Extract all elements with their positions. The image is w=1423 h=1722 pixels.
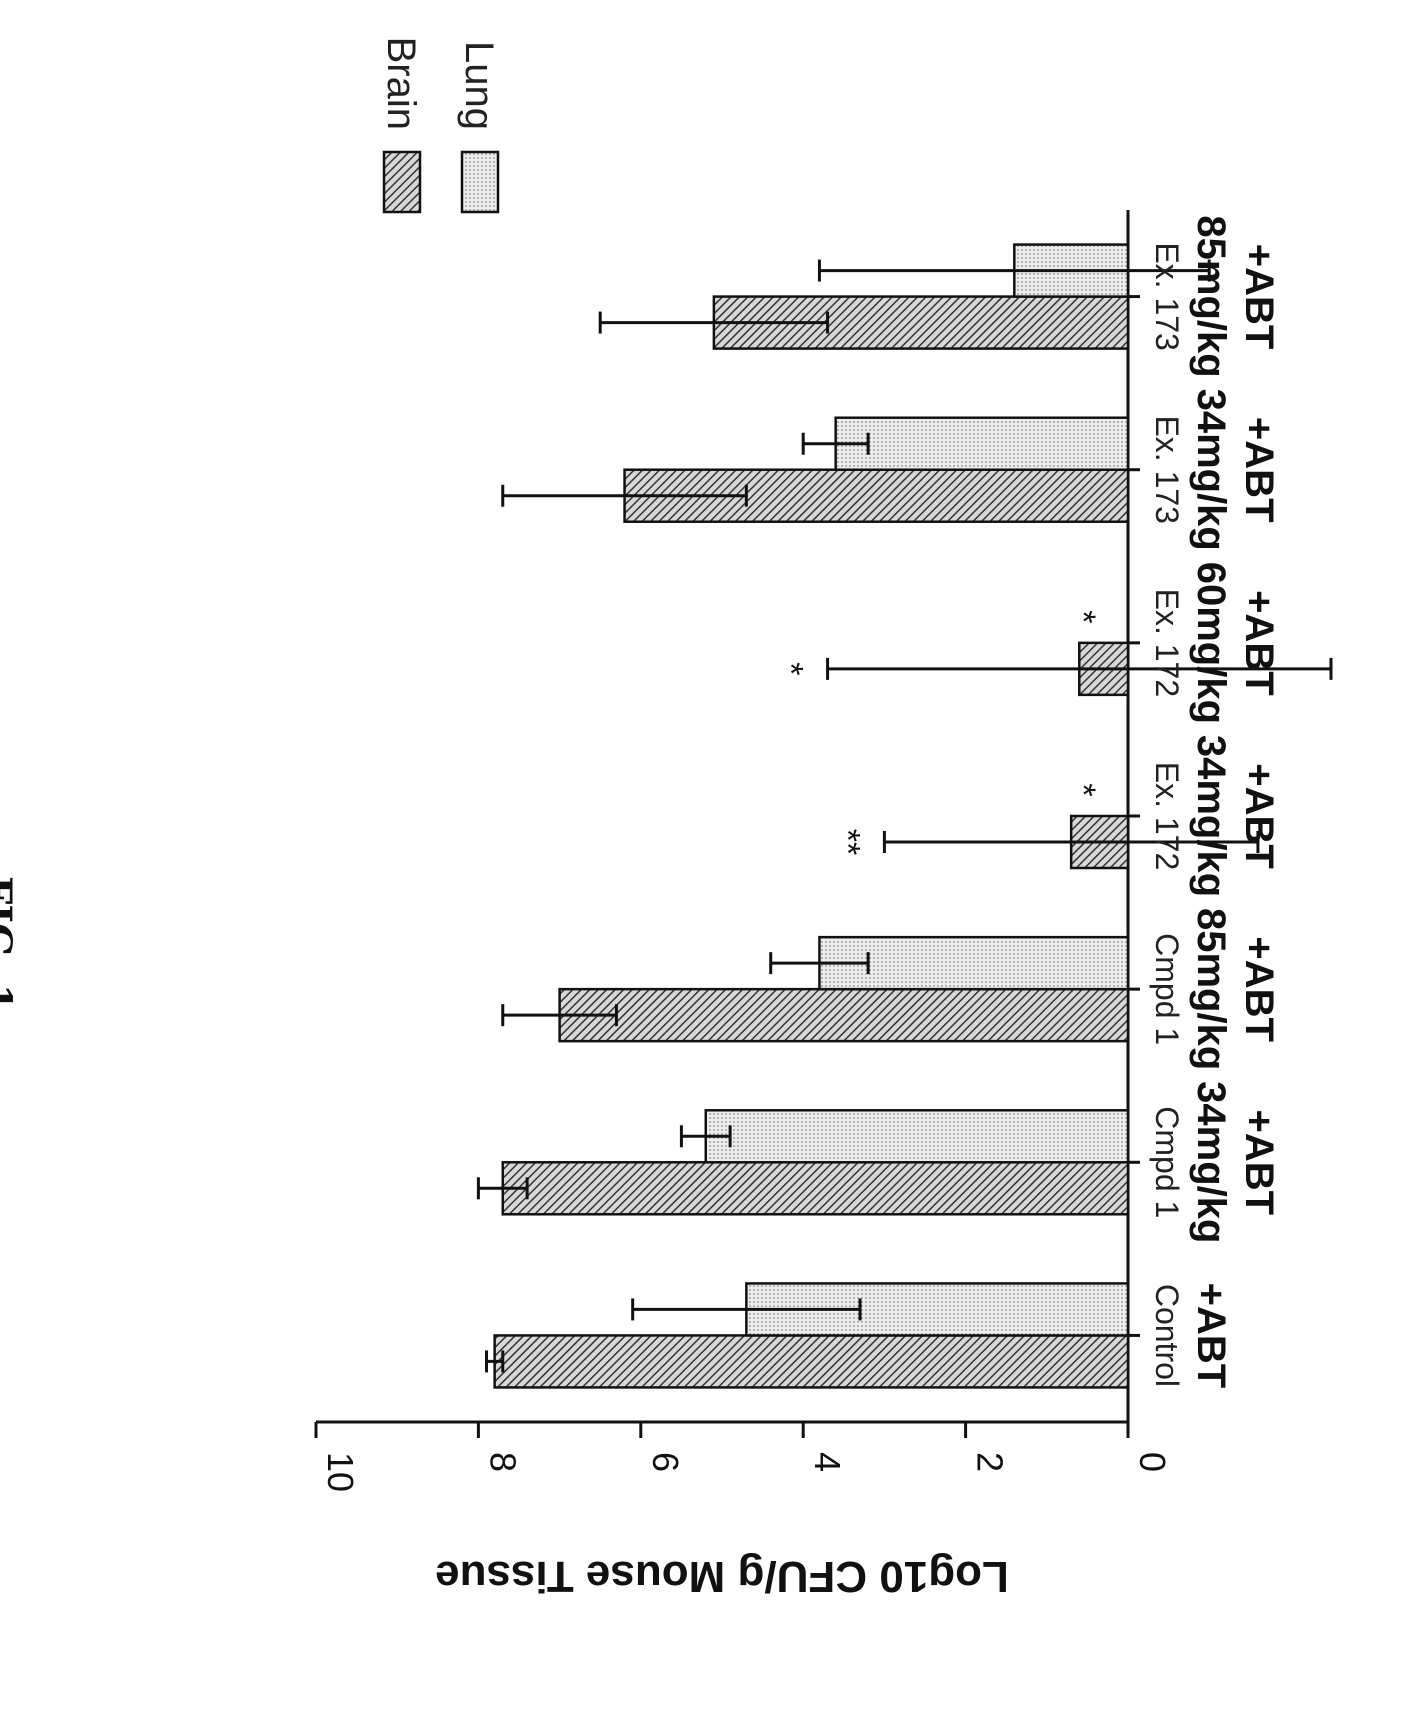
value-tick-label: 6 — [645, 1452, 686, 1472]
category-label-detail: +ABT — [1237, 590, 1281, 696]
legend-swatch-lung — [460, 150, 500, 214]
category-label: Control — [1149, 1284, 1185, 1387]
category-label-detail: +ABT — [1237, 417, 1281, 523]
category-label-detail: +ABT — [1237, 936, 1281, 1042]
legend: Brain Lung — [379, 37, 501, 214]
significance-marker: * — [1064, 783, 1102, 796]
category-label-detail: +ABT — [1237, 763, 1281, 869]
significance-marker: * — [1064, 610, 1102, 623]
legend-swatch-brain — [382, 150, 422, 214]
category-label: Cmpd 1 — [1149, 933, 1185, 1045]
category-label-detail: +ABT — [1189, 1283, 1233, 1389]
bar-brain — [558, 987, 1130, 1043]
category-label-detail: 34mg/kg — [1189, 1081, 1233, 1243]
category-label-detail: 34mg/kg — [1189, 735, 1233, 897]
category-label-detail: +ABT — [1237, 244, 1281, 350]
value-tick-label: 2 — [970, 1452, 1011, 1472]
bar-lung — [704, 1109, 1130, 1164]
category-label: Ex. 173 — [1149, 415, 1185, 524]
category-label: Ex. 172 — [1149, 762, 1185, 871]
legend-label-lung: Lung — [457, 41, 501, 130]
bar-lung — [834, 416, 1130, 471]
value-axis-label: Log10 CFU/g Mouse Tissue — [435, 1552, 1009, 1601]
value-tick-label: 0 — [1132, 1452, 1173, 1472]
value-tick-label: 10 — [320, 1452, 361, 1492]
category-label-detail: 85mg/kg — [1189, 908, 1233, 1070]
value-tick-label: 8 — [482, 1452, 523, 1472]
category-label: Ex. 172 — [1149, 589, 1185, 698]
bar-brain — [501, 1161, 1130, 1216]
category-label-detail: 34mg/kg — [1189, 389, 1233, 551]
bar-brain — [493, 1334, 1130, 1389]
category-label-detail: 60mg/kg — [1189, 562, 1233, 724]
significance-marker: * — [772, 662, 810, 675]
category-label-detail: +ABT — [1237, 1109, 1281, 1215]
value-tick-label: 4 — [807, 1452, 848, 1472]
bar-brain — [623, 468, 1130, 523]
category-label-detail: 85mg/kg — [1189, 215, 1233, 377]
legend-label-brain: Brain — [379, 37, 423, 130]
significance-marker: ** — [828, 829, 866, 855]
category-label: Ex. 173 — [1149, 242, 1185, 351]
category-label: Cmpd 1 — [1149, 1106, 1185, 1218]
